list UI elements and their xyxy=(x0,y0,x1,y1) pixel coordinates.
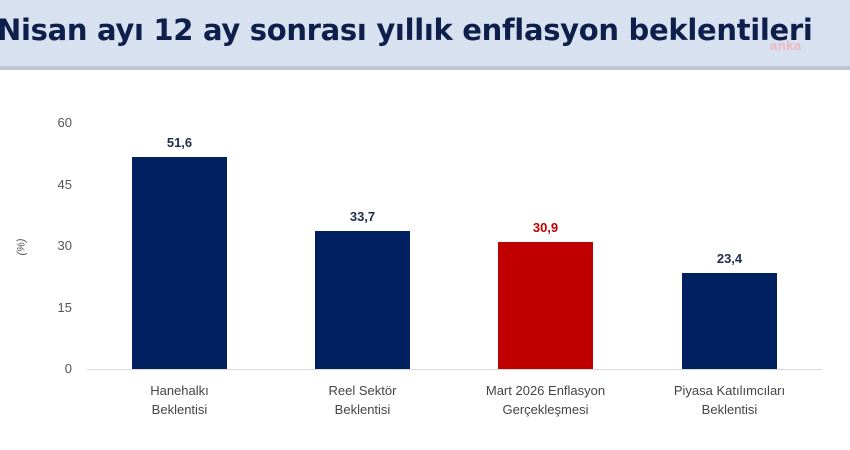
category-label-line2: Beklentisi xyxy=(701,402,758,417)
page-title: Nisan ayı 12 ay sonrası yıllık enflasyon… xyxy=(0,13,813,47)
bar-2 xyxy=(315,230,410,369)
category-label-line2: Beklentisi xyxy=(334,402,391,417)
bar-value-label: 33,7 xyxy=(349,208,376,224)
y-tick-label: 15 xyxy=(57,299,72,315)
header-banner: Nisan ayı 12 ay sonrası yıllık enflasyon… xyxy=(0,0,850,70)
y-tick-label: 0 xyxy=(64,361,72,376)
y-tick-label: 60 xyxy=(57,115,72,130)
x-axis-line xyxy=(87,369,822,370)
category-label: Hanehalkı Beklentisi xyxy=(90,381,270,419)
bar-1 xyxy=(132,157,227,369)
category-label-line1: Mart 2026 Enflasyon xyxy=(485,383,606,398)
y-tick-label: 30 xyxy=(57,238,72,253)
category-label-line1: Piyasa Katılımcıları xyxy=(673,383,786,398)
bar-3 xyxy=(498,242,593,369)
bar-4 xyxy=(682,273,777,369)
anka-watermark: anka xyxy=(770,38,802,53)
category-label-line1: Reel Sektör xyxy=(328,383,397,398)
category-label-line2: Gerçekleşmesi xyxy=(502,402,589,417)
y-tick-label: 45 xyxy=(57,176,72,192)
category-label: Reel Sektör Beklentisi xyxy=(273,381,453,419)
bar-value-label: 51,6 xyxy=(166,135,193,151)
bar-value-label: 30,9 xyxy=(532,220,559,236)
category-label: Mart 2026 Enflasyon Gerçekleşmesi xyxy=(456,381,636,419)
y-axis-label: (%) xyxy=(15,238,28,256)
category-label-line1: Hanehalkı xyxy=(150,383,209,398)
category-label: Piyasa Katılımcıları Beklentisi xyxy=(640,381,820,419)
category-label-line2: Beklentisi xyxy=(151,402,208,417)
bar-value-label: 23,4 xyxy=(716,251,743,267)
